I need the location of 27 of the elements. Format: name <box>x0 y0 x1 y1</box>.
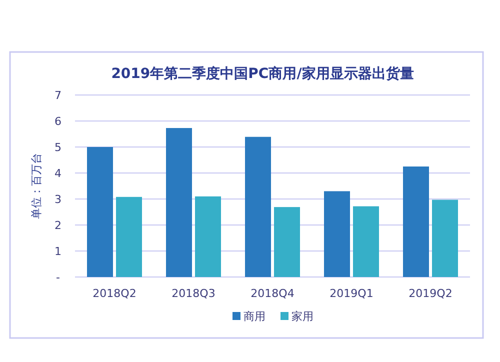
bar <box>432 200 458 277</box>
bar <box>87 147 113 277</box>
bar <box>324 191 350 277</box>
bar <box>166 128 192 277</box>
x-tick-label: 2019Q2 <box>408 287 452 300</box>
bar <box>274 207 300 277</box>
legend-label: 商用 <box>244 310 266 323</box>
chart-title: 2019年第二季度中国PC商用/家用显示器出货量 <box>111 65 414 82</box>
y-tick-label: 3 <box>54 193 62 206</box>
y-tick-label: - <box>56 271 60 284</box>
x-tick-label: 2019Q1 <box>330 287 374 300</box>
y-tick-label: 5 <box>54 141 62 154</box>
y-tick-label: 6 <box>54 115 62 128</box>
x-tick-label: 2018Q2 <box>92 287 136 300</box>
legend-label: 家用 <box>292 310 314 323</box>
bar <box>403 166 429 277</box>
bar <box>353 206 379 277</box>
y-tick-label: 7 <box>54 89 62 102</box>
x-tick-label: 2018Q4 <box>250 287 294 300</box>
y-tick-label: 1 <box>54 245 62 258</box>
y-tick-label: 2 <box>54 219 62 232</box>
bar <box>245 136 271 277</box>
bar <box>195 196 221 277</box>
x-tick-label: 2018Q3 <box>172 287 216 300</box>
y-tick-label: 4 <box>54 167 62 180</box>
y-axis-title: 单位：百万台 <box>30 153 43 219</box>
bar <box>116 196 142 277</box>
